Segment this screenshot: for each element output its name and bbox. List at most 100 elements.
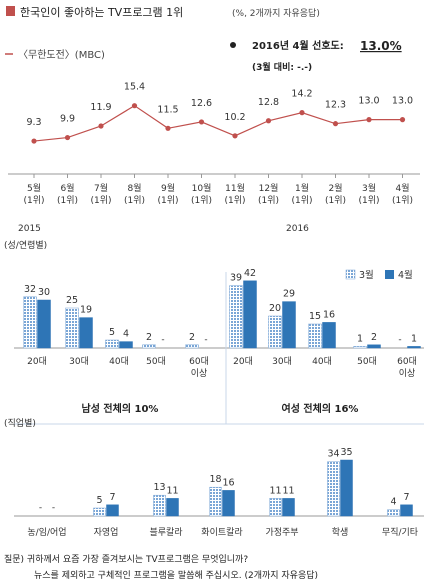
april-value-label: 42 xyxy=(244,268,256,279)
trend-value-label: 13.0 xyxy=(392,96,413,107)
trend-month-label: 12월 (1위) xyxy=(258,182,279,206)
april-value-label: 16 xyxy=(323,309,335,320)
march-value-label: 5 xyxy=(96,495,102,506)
march-value-label: 20 xyxy=(269,303,281,314)
trend-month-label: 8월 (1위) xyxy=(124,182,145,206)
march-bar xyxy=(153,494,166,517)
trend-month-label: 3월 (1위) xyxy=(358,182,379,206)
question-line-2: 뉴스를 제외하고 구체적인 프로그램을 말씀해 주십시오. (2개까지 자유응답… xyxy=(34,569,318,581)
april-value-label: 29 xyxy=(283,289,295,300)
trend-value-label: 12.3 xyxy=(325,100,346,111)
trend-value-label: 11.9 xyxy=(90,102,111,113)
march-bar xyxy=(23,296,37,349)
march-value-label: - xyxy=(398,335,401,345)
april-value-label: 11 xyxy=(282,485,294,496)
age-category-label: 50대 xyxy=(146,356,166,367)
trend-point xyxy=(131,103,138,109)
april-bar xyxy=(166,498,179,517)
march-value-label: 18 xyxy=(209,474,221,485)
legend-swatch-march xyxy=(345,269,356,280)
page-subtitle: (%, 2개까지 자유응답) xyxy=(232,7,320,19)
april-value-label: 7 xyxy=(403,492,409,503)
trend-point xyxy=(332,121,339,127)
trend-point xyxy=(64,134,71,141)
april-value-label: 16 xyxy=(222,477,234,488)
demographic-legend: 3월 4월 xyxy=(345,269,413,281)
age-category-label: 40대 xyxy=(109,356,129,367)
april-bar xyxy=(282,301,296,349)
march-value-label: 2 xyxy=(146,332,152,343)
march-bar xyxy=(105,339,119,349)
trend-value-label: 12.6 xyxy=(191,98,212,109)
march-bar xyxy=(93,507,106,517)
trend-value-label: 13.0 xyxy=(358,96,379,107)
trend-point xyxy=(232,133,238,139)
legend-label: 〈무한도전〉(MBC) xyxy=(18,49,105,61)
march-bar xyxy=(185,344,199,349)
program-legend: 〈무한도전〉(MBC) 2016년 4월 선호도: 13.0% (3월 대비: … xyxy=(5,39,402,73)
april-bar xyxy=(243,280,257,349)
legend-label-april: 4월 xyxy=(398,269,413,281)
title-marker xyxy=(6,6,15,16)
trend-point xyxy=(265,118,272,124)
trend-month-label: 6월 (1위) xyxy=(57,182,78,206)
april-value-label: - xyxy=(204,335,207,345)
trend-point xyxy=(165,125,171,131)
march-value-label: 2 xyxy=(189,332,195,343)
april-bar xyxy=(37,299,51,349)
april-bar xyxy=(79,317,93,349)
demographic-title: (성/연령별) xyxy=(4,239,47,251)
question-line-1: 질문) 귀하께서 요즘 가장 즐겨보시는 TV프로그램은 무엇입니까? xyxy=(4,553,248,565)
header: 한국인이 좋아하는 TV프로그램 1위 (%, 2개까지 자유응답) xyxy=(6,5,320,19)
march-value-label: 32 xyxy=(24,284,36,295)
march-value-label: 15 xyxy=(309,311,321,322)
trend-value-label: 15.4 xyxy=(124,82,145,93)
bullet-icon xyxy=(230,42,236,48)
legend-label-march: 3월 xyxy=(359,269,374,281)
april-value-label: 30 xyxy=(38,287,50,298)
trend-point xyxy=(98,123,104,129)
trend-month-label: 2월 (1위) xyxy=(325,182,346,206)
april-value-label: 4 xyxy=(123,329,129,340)
year-label-2015: 2015 xyxy=(18,224,41,234)
age-category-label: 30대 xyxy=(69,356,89,367)
trend-line-chart: 2015 2016 9.3 5월 (1위) 9.9 6월 (1위) 11.9 7월 (1위) 15… xyxy=(8,82,420,234)
trend-month-label: 9월 (1위) xyxy=(157,182,178,206)
april-value-label: - xyxy=(161,335,164,345)
april-bar xyxy=(106,504,119,517)
legend-swatch-april xyxy=(385,270,394,279)
march-value-label: - xyxy=(39,503,42,513)
trend-value-label: 10.2 xyxy=(224,112,245,123)
march-bar xyxy=(65,307,79,349)
march-value-label: 5 xyxy=(109,327,115,338)
occupation-category-label: 자영업 xyxy=(94,527,119,538)
age-category-label: 20대 xyxy=(27,356,47,367)
age-category-label: 60대 이상 xyxy=(189,356,209,379)
march-bar xyxy=(209,486,222,517)
trend-value-label: 12.8 xyxy=(258,97,279,108)
occupation-category-label: 화이트칼라 xyxy=(201,527,243,538)
march-value-label: 25 xyxy=(66,295,78,306)
gender-total-label: 남성 전체의 10% xyxy=(82,402,159,415)
trend-value-label: 9.3 xyxy=(26,117,41,128)
occupation-category-label: 학생 xyxy=(332,527,349,538)
april-bar xyxy=(282,498,295,517)
page-title: 한국인이 좋아하는 TV프로그램 1위 xyxy=(20,5,183,19)
age-category-label: 30대 xyxy=(272,356,292,367)
trend-value-label: 14.2 xyxy=(291,89,312,100)
latest-value: 13.0% xyxy=(360,39,402,53)
april-value-label: 19 xyxy=(80,305,92,316)
april-bar xyxy=(322,322,336,349)
march-bar xyxy=(268,315,282,349)
trend-month-label: 1월 (1위) xyxy=(291,182,312,206)
march-value-label: 13 xyxy=(153,482,165,493)
occupation-category-label: 무직/기타 xyxy=(382,527,419,538)
age-category-label: 20대 xyxy=(233,356,253,367)
march-bar xyxy=(308,323,322,349)
trend-month-label: 11월 (1위) xyxy=(224,182,245,206)
trend-month-label: 10월 (1위) xyxy=(191,182,212,206)
age-category-label: 60대 이상 xyxy=(397,356,417,379)
